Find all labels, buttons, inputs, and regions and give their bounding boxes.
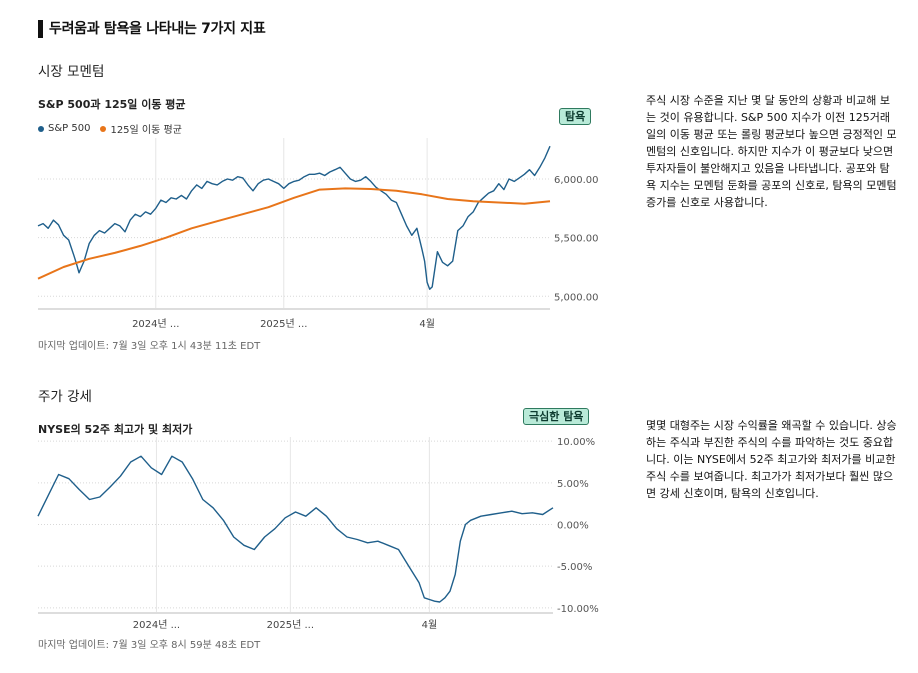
section-title-momentum: 시장 모멘텀	[38, 64, 105, 80]
x-tick-label: 4월	[419, 318, 435, 330]
x-tick-label: 4월	[422, 619, 438, 631]
y-tick-label: -10.00%	[557, 604, 599, 615]
sentiment-badge-strength: 극심한 탐욕	[523, 408, 590, 425]
legend-label-sp500: S&P 500	[48, 123, 91, 134]
y-tick-label: 5,000.00	[554, 292, 599, 303]
legend-item-ma125: 125일 이동 평균	[100, 121, 182, 136]
chart-title-nyse: NYSE의 52주 최고가 및 최저가	[38, 423, 193, 436]
updated-timestamp-momentum: 마지막 업데이트: 7월 3일 오후 1시 43분 11초 EDT	[38, 341, 261, 352]
y-tick-label: 0.00%	[557, 521, 589, 532]
updated-timestamp-strength: 마지막 업데이트: 7월 3일 오후 8시 59분 48초 EDT	[38, 640, 261, 651]
legend-dot-ma125	[100, 125, 107, 132]
y-tick-label: 6,000.00	[554, 175, 599, 186]
series-line-primary	[37, 455, 554, 603]
sentiment-badge-momentum: 탐욕	[559, 108, 592, 125]
description-strength: 몇몇 대형주는 시장 수익률을 왜곡할 수 있습니다. 상승하는 주식과 부진한…	[646, 419, 897, 500]
y-tick-label: 5.00%	[557, 479, 589, 490]
legend-dot-sp500	[38, 125, 44, 132]
x-tick-label: 2025년 ...	[260, 318, 307, 330]
series-line-primary	[37, 145, 551, 290]
y-tick-label: 5,500.00	[554, 234, 599, 245]
section-title-strength: 주가 강세	[38, 389, 92, 405]
y-tick-label: 10.00%	[557, 437, 595, 448]
x-tick-label: 2024년 ...	[133, 619, 180, 631]
chart-title-sp500: S&P 500과 125일 이동 평균	[38, 98, 186, 111]
description-momentum: 주식 시장 수준을 지난 몇 달 동안의 상황과 비교해 보는 것이 유용합니다…	[646, 94, 897, 209]
y-tick-label: -5.00%	[557, 562, 592, 573]
x-tick-label: 2025년 ...	[267, 619, 314, 631]
page-title: 두려움과 탐욕을 나타내는 7가지 지표	[38, 20, 266, 38]
series-line-moving-average	[37, 187, 551, 280]
legend: S&P 500 125일 이동 평균	[38, 121, 182, 136]
legend-label-ma125: 125일 이동 평균	[110, 125, 182, 136]
legend-item-sp500: S&P 500	[38, 121, 90, 136]
x-tick-label: 2024년 ...	[132, 318, 179, 330]
